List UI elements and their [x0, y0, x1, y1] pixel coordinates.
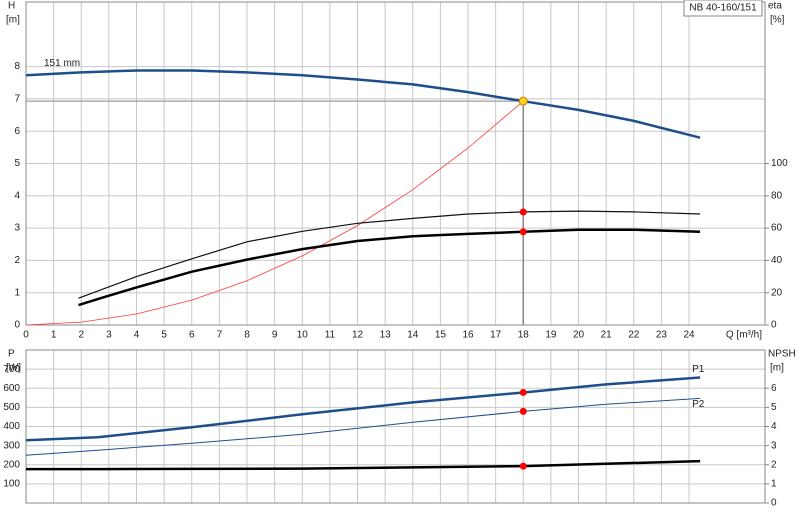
curve	[78, 210, 701, 299]
curve	[25, 100, 524, 326]
x-axis-label: Q [m³/h]	[726, 330, 762, 341]
y2-tick-label: 0	[771, 498, 777, 509]
operating-point	[519, 228, 527, 236]
operating-point	[519, 208, 527, 216]
x-tick-label: 2	[78, 330, 84, 341]
x-tick-label: 22	[628, 330, 640, 341]
y2-axis-unit: [%]	[770, 15, 785, 26]
y-tick-label: 7	[14, 94, 20, 105]
y2-tick-label: 20	[771, 287, 783, 298]
y2-tick-label: 60	[771, 223, 783, 234]
y2-axis-label: NPSH	[768, 349, 796, 360]
y-tick-label: 200	[3, 459, 20, 470]
y2-tick-label: 4	[771, 421, 777, 432]
plot-frame	[25, 1, 766, 326]
y-tick-label: 1	[14, 287, 20, 298]
title-box	[683, 0, 763, 17]
x-tick-label: 0	[23, 330, 29, 341]
y-tick-label: 600	[3, 383, 20, 394]
curve-label: 151 mm	[44, 58, 80, 69]
x-tick-label: 12	[352, 330, 364, 341]
x-tick-label: 21	[601, 330, 613, 341]
y-tick-label: 3	[14, 223, 20, 234]
x-tick-label: 1	[51, 330, 57, 341]
x-tick-label: 20	[573, 330, 585, 341]
curve	[25, 69, 701, 139]
x-tick-label: 8	[244, 330, 250, 341]
y-tick-label: 500	[3, 402, 20, 413]
curve	[26, 459, 701, 471]
y-axis-label: P	[8, 349, 15, 360]
y-tick-label: 6	[14, 126, 20, 137]
y-tick-label: 5	[14, 158, 20, 169]
x-tick-label: 16	[462, 330, 474, 341]
operating-point	[519, 388, 527, 396]
x-tick-label: 9	[272, 330, 278, 341]
x-tick-label: 17	[490, 330, 502, 341]
x-tick-label: 10	[297, 330, 309, 341]
y2-tick-label: 1	[771, 479, 777, 490]
y2-tick-label: 0	[771, 320, 777, 331]
y2-tick-label: 100	[771, 158, 788, 169]
plot-frame	[25, 349, 766, 504]
x-tick-label: 13	[380, 330, 392, 341]
y2-tick-label: 6	[771, 383, 777, 394]
x-tick-label: 24	[683, 330, 695, 341]
y-tick-label: 400	[3, 421, 20, 432]
x-tick-label: 18	[518, 330, 530, 341]
x-tick-label: 23	[656, 330, 668, 341]
x-tick-label: 15	[435, 330, 447, 341]
operating-point	[518, 96, 528, 106]
x-tick-label: 6	[189, 330, 195, 341]
curve	[25, 376, 701, 442]
y-tick-label: 100	[3, 479, 20, 490]
y2-axis-label: eta	[768, 1, 782, 12]
chart-title: NB 40-160/151	[689, 3, 757, 14]
curve	[78, 228, 701, 307]
y2-tick-label: 5	[771, 402, 777, 413]
x-tick-label: 11	[325, 330, 336, 341]
x-tick-label: 5	[161, 330, 167, 341]
y2-tick-label: 3	[771, 440, 777, 451]
curve-label: P1	[692, 364, 705, 375]
x-tick-label: 14	[407, 330, 419, 341]
y-tick-label: 4	[14, 190, 20, 201]
y2-tick-label: 80	[771, 190, 783, 201]
operating-point	[519, 462, 527, 470]
x-tick-label: 19	[545, 330, 557, 341]
x-tick-label: 4	[134, 330, 140, 341]
x-tick-label: 3	[106, 330, 112, 341]
x-tick-label: 7	[217, 330, 223, 341]
y2-tick-label: 40	[771, 255, 783, 266]
y-tick-label: 300	[3, 440, 20, 451]
curve	[25, 397, 701, 456]
y-tick-label: 8	[14, 61, 20, 72]
y-tick-label: 0	[14, 320, 20, 331]
operating-point	[519, 407, 527, 415]
y2-axis-unit: [m]	[770, 363, 784, 374]
y-axis-label: H	[8, 1, 15, 12]
y-tick-label: 2	[14, 255, 20, 266]
curve-label: P2	[692, 399, 705, 410]
y-tick-label: 700	[3, 364, 20, 375]
y2-tick-label: 2	[771, 459, 777, 470]
y-axis-unit: [W]	[6, 363, 21, 374]
y-axis-unit: [m]	[6, 15, 20, 26]
